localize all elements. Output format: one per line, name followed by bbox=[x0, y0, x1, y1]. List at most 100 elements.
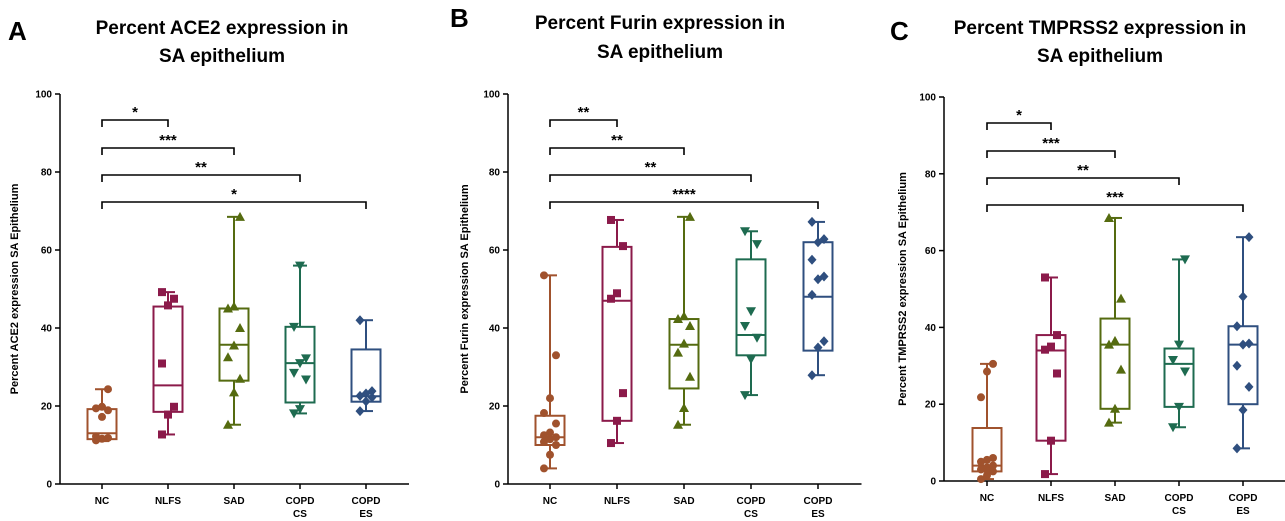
box-group-nlfs bbox=[1035, 273, 1067, 479]
data-point bbox=[546, 450, 554, 459]
y-tick-label: 0 bbox=[930, 477, 936, 488]
data-point bbox=[813, 342, 823, 353]
data-point bbox=[1174, 340, 1184, 350]
data-point bbox=[1053, 331, 1061, 340]
data-point bbox=[1104, 212, 1114, 222]
bracket-line bbox=[549, 201, 819, 209]
data-point bbox=[164, 410, 172, 419]
data-point bbox=[685, 211, 695, 221]
data-point bbox=[1041, 345, 1049, 354]
significance-label: * bbox=[132, 104, 138, 121]
chart-panel-b: B Percent Furin expression in SA epitheliu… bbox=[450, 3, 862, 520]
data-point bbox=[540, 464, 548, 473]
data-point bbox=[619, 389, 627, 398]
significance-bracket: * bbox=[986, 107, 1052, 130]
data-point bbox=[104, 406, 112, 415]
bracket-line bbox=[101, 201, 367, 209]
data-point bbox=[289, 409, 299, 419]
data-point bbox=[752, 240, 762, 250]
data-point bbox=[546, 394, 554, 403]
box-iqr bbox=[152, 305, 184, 413]
data-point bbox=[1232, 360, 1242, 371]
y-tick-label: 80 bbox=[489, 168, 501, 179]
y-tick-label: 40 bbox=[925, 323, 937, 334]
y-axis-label: Percent Furin expression SA Epithelium bbox=[459, 184, 471, 393]
data-point bbox=[673, 419, 683, 429]
significance-bracket: *** bbox=[986, 189, 1244, 212]
data-point bbox=[540, 271, 548, 280]
data-point bbox=[301, 354, 311, 364]
significance-bracket: ** bbox=[549, 132, 685, 155]
box-group-nc bbox=[534, 271, 566, 473]
significance-bracket: *** bbox=[101, 132, 235, 155]
data-point bbox=[1238, 339, 1248, 350]
data-point bbox=[98, 412, 106, 421]
data-point bbox=[679, 311, 689, 321]
bracket-line bbox=[101, 147, 235, 155]
data-point bbox=[104, 433, 112, 442]
significance-label: ** bbox=[195, 159, 207, 176]
data-point bbox=[235, 373, 245, 383]
panel-letter: A bbox=[8, 16, 27, 46]
bracket-line bbox=[986, 122, 1052, 130]
data-point bbox=[613, 289, 621, 298]
x-tick-label: COPD bbox=[1165, 493, 1194, 504]
significance-bracket: * bbox=[101, 104, 169, 127]
x-tick-label: CS bbox=[744, 509, 758, 520]
x-tick-label: ES bbox=[359, 509, 373, 520]
x-tick-label: NLFS bbox=[155, 496, 181, 507]
y-tick-label: 60 bbox=[41, 246, 53, 257]
box-group-nc bbox=[971, 359, 1003, 484]
x-tick-label: ES bbox=[1236, 506, 1250, 517]
data-point bbox=[361, 396, 371, 407]
x-tick-label: NC bbox=[543, 496, 557, 507]
data-point bbox=[685, 321, 695, 331]
x-tick-label: SAD bbox=[1104, 493, 1125, 504]
x-tick-label: NC bbox=[95, 496, 109, 507]
significance-label: *** bbox=[159, 132, 177, 149]
box-iqr bbox=[534, 414, 566, 446]
bracket-line bbox=[549, 174, 752, 182]
data-point bbox=[92, 404, 100, 413]
x-tick-label: COPD bbox=[352, 496, 381, 507]
y-axis-label: Percent TMPRSS2 expression SA Epithelium bbox=[897, 172, 909, 406]
data-point bbox=[1104, 339, 1114, 349]
data-point bbox=[223, 352, 233, 362]
data-point bbox=[983, 367, 991, 376]
y-tick-label: 80 bbox=[925, 169, 937, 180]
y-tick-label: 20 bbox=[489, 402, 501, 413]
data-point bbox=[1244, 381, 1254, 392]
box-iqr bbox=[601, 245, 633, 422]
data-point bbox=[977, 457, 985, 466]
bracket-line bbox=[986, 204, 1244, 212]
data-point bbox=[607, 215, 615, 224]
data-point bbox=[1238, 404, 1248, 415]
x-tick-label: SAD bbox=[673, 496, 694, 507]
significance-bracket: * bbox=[101, 186, 367, 209]
data-point bbox=[989, 359, 997, 368]
x-tick-label: NLFS bbox=[604, 496, 630, 507]
chart-title-line: SA epithelium bbox=[159, 46, 285, 67]
data-point bbox=[552, 433, 560, 442]
box-iqr bbox=[1227, 325, 1259, 406]
y-tick-label: 60 bbox=[925, 246, 937, 257]
data-point bbox=[235, 211, 245, 221]
data-point bbox=[223, 419, 233, 429]
y-tick-label: 100 bbox=[483, 90, 500, 101]
box-group-sad bbox=[1099, 212, 1131, 427]
bracket-line bbox=[986, 177, 1180, 185]
data-point bbox=[367, 392, 377, 403]
data-point bbox=[1232, 321, 1242, 332]
box-group-copd-es bbox=[1227, 232, 1259, 454]
chart-title-line: SA epithelium bbox=[1037, 46, 1163, 67]
y-axis-label: Percent ACE2 expression SA Epithelium bbox=[9, 183, 21, 394]
y-tick-label: 40 bbox=[489, 324, 501, 335]
data-point bbox=[170, 402, 178, 411]
data-point bbox=[807, 216, 817, 227]
data-point bbox=[983, 455, 991, 464]
data-point bbox=[98, 434, 106, 443]
data-point bbox=[1180, 367, 1190, 377]
data-point bbox=[1244, 232, 1254, 243]
data-point bbox=[158, 430, 166, 439]
data-point bbox=[752, 333, 762, 343]
